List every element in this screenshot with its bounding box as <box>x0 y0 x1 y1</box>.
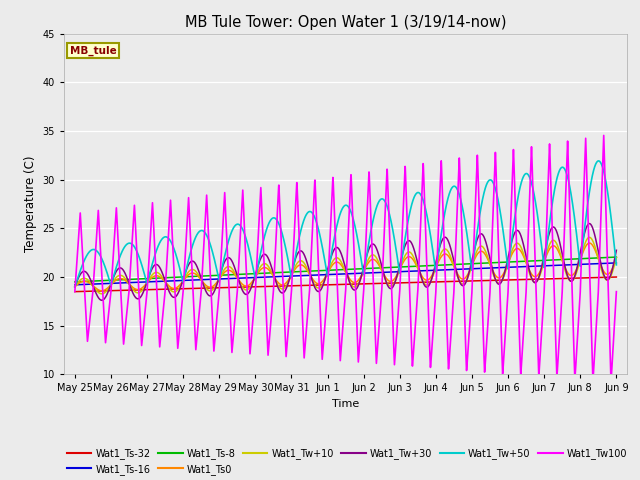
Wat1_Ts0 <box>133 287 141 292</box>
Wat1_Tw100 <box>600 132 607 138</box>
Wat1_Tw+10 <box>165 285 173 291</box>
Wat1_Tw100 <box>517 372 525 377</box>
Title: MB Tule Tower: Open Water 1 (3/19/14-now): MB Tule Tower: Open Water 1 (3/19/14-now… <box>185 15 506 30</box>
Wat1_Ts-16 <box>165 278 173 284</box>
Wat1_Tw+50 <box>543 238 551 243</box>
Line: Wat1_Tw+30: Wat1_Tw+30 <box>75 224 616 300</box>
Wat1_Tw+10 <box>133 290 141 296</box>
Wat1_Ts-32 <box>165 286 173 292</box>
Wat1_Tw+30 <box>279 290 287 296</box>
Wat1_Ts0 <box>602 271 610 277</box>
Wat1_Tw+10 <box>279 286 287 292</box>
Line: Wat1_Ts-8: Wat1_Ts-8 <box>75 257 616 282</box>
Wat1_Ts-8 <box>602 255 609 261</box>
Wat1_Ts-16 <box>612 260 620 266</box>
Wat1_Tw+50 <box>132 248 140 254</box>
Line: Wat1_Tw+50: Wat1_Tw+50 <box>75 161 616 287</box>
Wat1_Ts-8 <box>132 276 140 282</box>
Wat1_Ts-32 <box>302 283 310 288</box>
Wat1_Tw+30 <box>302 257 310 263</box>
Wat1_Tw+10 <box>612 255 620 261</box>
Wat1_Tw+50 <box>612 262 620 268</box>
Wat1_Ts-16 <box>302 273 310 278</box>
Wat1_Tw100 <box>302 333 310 338</box>
Wat1_Tw+10 <box>98 291 106 297</box>
Wat1_Ts-32 <box>543 276 551 282</box>
Wat1_Ts-8 <box>278 269 286 275</box>
Wat1_Tw+50 <box>71 284 79 289</box>
Wat1_Tw+50 <box>595 158 602 164</box>
Wat1_Ts0 <box>586 240 593 246</box>
Wat1_Ts0 <box>98 288 106 294</box>
Wat1_Ts-8 <box>612 254 620 260</box>
Wat1_Ts-16 <box>71 282 79 288</box>
Wat1_Ts0 <box>279 282 287 288</box>
Wat1_Tw+30 <box>612 247 620 253</box>
Wat1_Tw+50 <box>165 236 173 241</box>
Wat1_Ts-32 <box>612 274 620 280</box>
Wat1_Tw100 <box>132 244 140 250</box>
Wat1_Tw+10 <box>71 284 79 289</box>
Y-axis label: Temperature (C): Temperature (C) <box>24 156 37 252</box>
Wat1_Tw+30 <box>586 221 593 227</box>
Wat1_Tw100 <box>612 289 620 295</box>
Line: Wat1_Ts-16: Wat1_Ts-16 <box>75 263 616 285</box>
Wat1_Ts0 <box>165 283 173 289</box>
Legend: Wat1_Ts-32, Wat1_Ts-16, Wat1_Ts-8, Wat1_Ts0, Wat1_Tw+10, Wat1_Tw+30, Wat1_Tw+50,: Wat1_Ts-32, Wat1_Ts-16, Wat1_Ts-8, Wat1_… <box>63 444 631 479</box>
Wat1_Ts0 <box>544 250 552 256</box>
Line: Wat1_Tw100: Wat1_Tw100 <box>75 135 616 374</box>
Wat1_Tw100 <box>544 196 552 202</box>
Line: Wat1_Ts0: Wat1_Ts0 <box>75 243 616 291</box>
Wat1_Tw+10 <box>586 234 593 240</box>
Wat1_Tw+50 <box>602 179 610 185</box>
Wat1_Ts0 <box>71 284 79 289</box>
Wat1_Tw+10 <box>544 247 552 252</box>
Wat1_Ts-16 <box>132 279 140 285</box>
Wat1_Tw+10 <box>602 277 610 283</box>
Wat1_Tw+30 <box>544 237 552 242</box>
Wat1_Tw100 <box>278 269 286 275</box>
Wat1_Tw+50 <box>278 232 286 238</box>
Wat1_Tw+30 <box>165 288 173 294</box>
Wat1_Ts-32 <box>602 275 609 280</box>
Wat1_Ts-32 <box>132 287 140 293</box>
Wat1_Ts-8 <box>543 257 551 263</box>
Wat1_Ts-16 <box>602 261 609 266</box>
Wat1_Ts-8 <box>302 268 310 274</box>
Wat1_Ts-8 <box>71 279 79 285</box>
Wat1_Ts-8 <box>165 275 173 280</box>
Wat1_Tw+30 <box>133 296 141 301</box>
Wat1_Tw100 <box>165 227 173 233</box>
X-axis label: Time: Time <box>332 399 359 409</box>
Wat1_Ts-32 <box>71 289 79 295</box>
Wat1_Tw+30 <box>98 298 106 303</box>
Line: Wat1_Tw+10: Wat1_Tw+10 <box>75 237 616 294</box>
Wat1_Ts0 <box>302 266 310 272</box>
Wat1_Ts-32 <box>278 283 286 289</box>
Wat1_Ts0 <box>612 255 620 261</box>
Wat1_Ts-16 <box>278 274 286 279</box>
Wat1_Tw+50 <box>302 212 310 218</box>
Wat1_Tw+30 <box>71 284 79 289</box>
Wat1_Tw+10 <box>302 264 310 269</box>
Wat1_Tw100 <box>71 289 79 295</box>
Text: MB_tule: MB_tule <box>70 46 116 56</box>
Wat1_Tw100 <box>602 213 610 218</box>
Wat1_Ts-16 <box>543 263 551 269</box>
Line: Wat1_Ts-32: Wat1_Ts-32 <box>75 277 616 292</box>
Wat1_Tw+30 <box>602 276 610 282</box>
